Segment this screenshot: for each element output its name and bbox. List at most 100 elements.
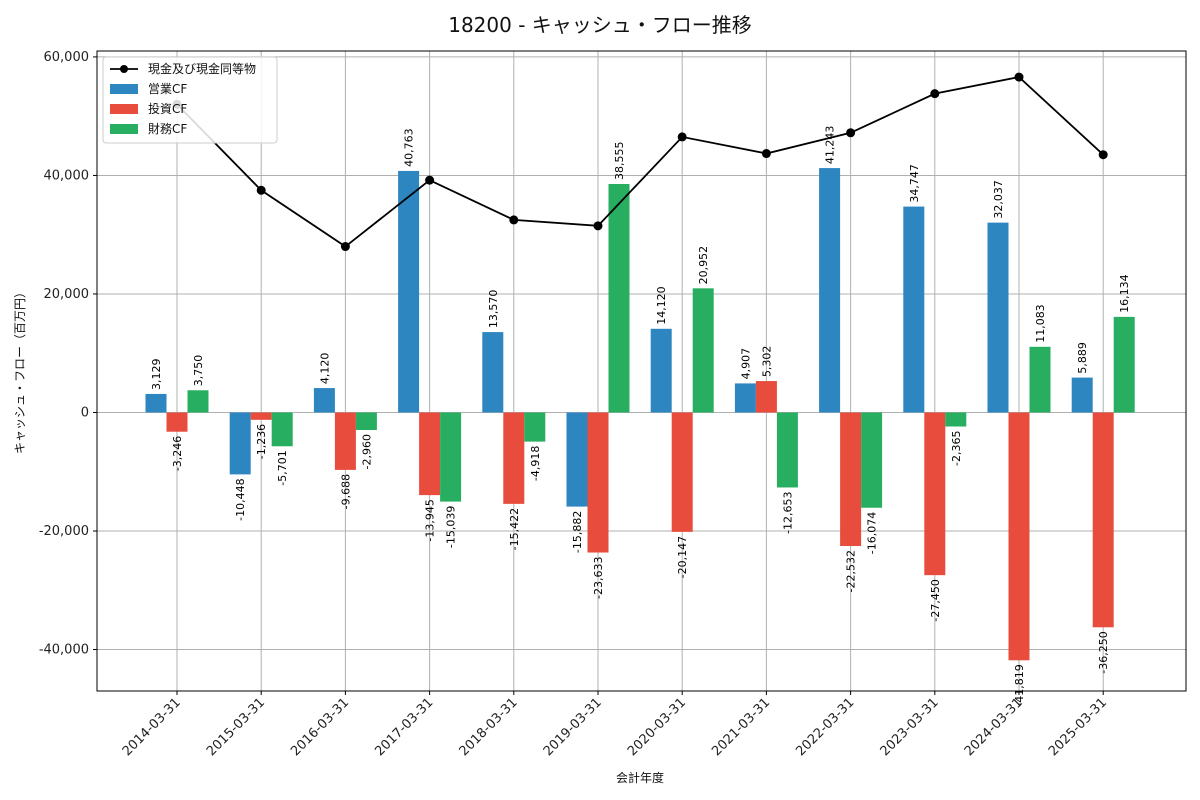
bar-1-2018-03-31 bbox=[482, 332, 504, 413]
data-label: -15,422 bbox=[508, 508, 521, 550]
x-tick-label: 2018-03-31 bbox=[457, 695, 521, 759]
data-label: 32,037 bbox=[992, 180, 1005, 219]
data-label: -41,819 bbox=[1013, 664, 1026, 706]
bar-1-2016-03-31 bbox=[313, 388, 335, 413]
cash-point-2025-03-31 bbox=[1098, 150, 1108, 160]
data-labels: 3,129 -10,448 4,120 40,763 13,570 -15,882 14,1… bbox=[150, 126, 1131, 707]
bar-3-2017-03-31 bbox=[440, 412, 462, 502]
bar-3-2024-03-31 bbox=[1029, 346, 1051, 413]
bar-1-2023-03-31 bbox=[903, 206, 925, 413]
x-tick-label: 2024-03-31 bbox=[962, 695, 1026, 759]
bar-3-2023-03-31 bbox=[945, 412, 967, 427]
legend-label: 財務CF bbox=[148, 121, 187, 136]
data-label: -1,236 bbox=[255, 424, 268, 459]
data-label: 3,129 bbox=[150, 358, 163, 390]
cash-point-2021-03-31 bbox=[761, 149, 771, 159]
cash-point-2019-03-31 bbox=[593, 221, 603, 231]
bar-2-2016-03-31 bbox=[334, 412, 356, 470]
data-label: -12,653 bbox=[781, 491, 794, 533]
bar-2-2024-03-31 bbox=[1008, 412, 1030, 661]
x-axis-label: 会計年度 bbox=[616, 770, 664, 785]
cash-line-path bbox=[176, 76, 1104, 248]
data-label: 14,120 bbox=[655, 286, 668, 325]
x-tick-label: 2021-03-31 bbox=[709, 695, 773, 759]
y-tick-label: 60,000 bbox=[44, 50, 90, 65]
cash-point-2020-03-31 bbox=[677, 132, 687, 142]
data-label: -13,945 bbox=[424, 499, 437, 541]
x-tick-label: 2022-03-31 bbox=[793, 695, 857, 759]
data-label: -27,450 bbox=[929, 579, 942, 621]
bar-3-2020-03-31 bbox=[692, 288, 714, 413]
bar-1-2017-03-31 bbox=[398, 170, 420, 413]
data-label: -20,147 bbox=[676, 536, 689, 578]
data-label: -10,448 bbox=[234, 478, 247, 520]
bar-3-2016-03-31 bbox=[355, 412, 377, 431]
data-label: 16,134 bbox=[1118, 274, 1131, 313]
bar-2-2025-03-31 bbox=[1092, 412, 1114, 628]
data-label: -36,250 bbox=[1097, 631, 1110, 673]
data-label: -23,633 bbox=[592, 557, 605, 599]
bar-3-2021-03-31 bbox=[776, 412, 798, 488]
legend-marker bbox=[120, 65, 128, 73]
bar-1-2022-03-31 bbox=[819, 168, 841, 413]
bar-2-2015-03-31 bbox=[250, 412, 272, 420]
chart-title: 18200 - キャッシュ・フロー推移 bbox=[448, 13, 752, 37]
data-label: 5,302 bbox=[760, 346, 773, 378]
data-label: -4,918 bbox=[529, 446, 542, 481]
bar-3-2022-03-31 bbox=[861, 412, 883, 508]
bar-2-2021-03-31 bbox=[755, 381, 777, 413]
x-tick-label: 2023-03-31 bbox=[878, 695, 942, 759]
legend-bar-swatch bbox=[110, 84, 138, 94]
bar-1-2019-03-31 bbox=[566, 412, 588, 507]
bar-2-2023-03-31 bbox=[924, 412, 946, 576]
cash-point-2018-03-31 bbox=[509, 215, 519, 225]
x-tick-label: 2019-03-31 bbox=[541, 695, 605, 759]
bar-3-2019-03-31 bbox=[608, 184, 630, 413]
cash-point-2016-03-31 bbox=[340, 242, 350, 252]
data-label: 4,907 bbox=[739, 348, 752, 380]
legend-label: 営業CF bbox=[148, 82, 187, 96]
bar-1-2020-03-31 bbox=[650, 328, 672, 413]
x-ticks: 2014-03-31 2015-03-31 2016-03-31 2017-03-31… bbox=[120, 691, 1110, 759]
data-label: -2,365 bbox=[950, 430, 963, 465]
legend-label: 投資CF bbox=[148, 101, 187, 116]
data-label: 11,083 bbox=[1034, 304, 1047, 343]
data-label: -22,532 bbox=[845, 550, 858, 592]
legend-bar-swatch bbox=[110, 104, 138, 114]
cash-point-2022-03-31 bbox=[846, 128, 856, 138]
cash-point-2024-03-31 bbox=[1014, 72, 1024, 82]
data-label: 13,570 bbox=[487, 290, 500, 329]
y-tick-label: -40,000 bbox=[39, 643, 89, 658]
y-axis-label: キャッシュ・フロー（百万円） bbox=[13, 286, 27, 454]
data-label: 20,952 bbox=[697, 246, 710, 285]
bars bbox=[145, 168, 1135, 661]
data-label: -5,701 bbox=[276, 450, 289, 485]
bar-1-2021-03-31 bbox=[734, 383, 756, 413]
data-label: 38,555 bbox=[613, 142, 626, 181]
bar-2-2019-03-31 bbox=[587, 412, 609, 553]
y-tick-label: 40,000 bbox=[44, 168, 90, 183]
data-label: 34,747 bbox=[908, 164, 921, 203]
bar-3-2018-03-31 bbox=[524, 412, 546, 442]
x-tick-label: 2020-03-31 bbox=[625, 695, 689, 759]
data-label: 5,889 bbox=[1076, 342, 1089, 374]
y-tick-label: -20,000 bbox=[39, 524, 89, 539]
legend-bar-swatch bbox=[110, 124, 138, 134]
bar-2-2018-03-31 bbox=[503, 412, 525, 504]
cash-point-2017-03-31 bbox=[425, 175, 435, 185]
bar-1-2015-03-31 bbox=[229, 412, 251, 475]
bar-1-2024-03-31 bbox=[987, 222, 1009, 413]
bar-1-2014-03-31 bbox=[145, 393, 167, 413]
plot-frame bbox=[96, 50, 1187, 692]
bar-1-2025-03-31 bbox=[1071, 377, 1093, 413]
cash-point-2023-03-31 bbox=[930, 89, 940, 99]
bar-3-2025-03-31 bbox=[1113, 316, 1135, 413]
legend-label: 現金及び現金同等物 bbox=[148, 61, 256, 76]
y-tick-label: 0 bbox=[81, 405, 89, 420]
x-tick-label: 2025-03-31 bbox=[1046, 695, 1110, 759]
x-tick-label: 2015-03-31 bbox=[204, 695, 268, 759]
data-label: -16,074 bbox=[866, 512, 879, 554]
bar-2-2014-03-31 bbox=[166, 412, 188, 432]
